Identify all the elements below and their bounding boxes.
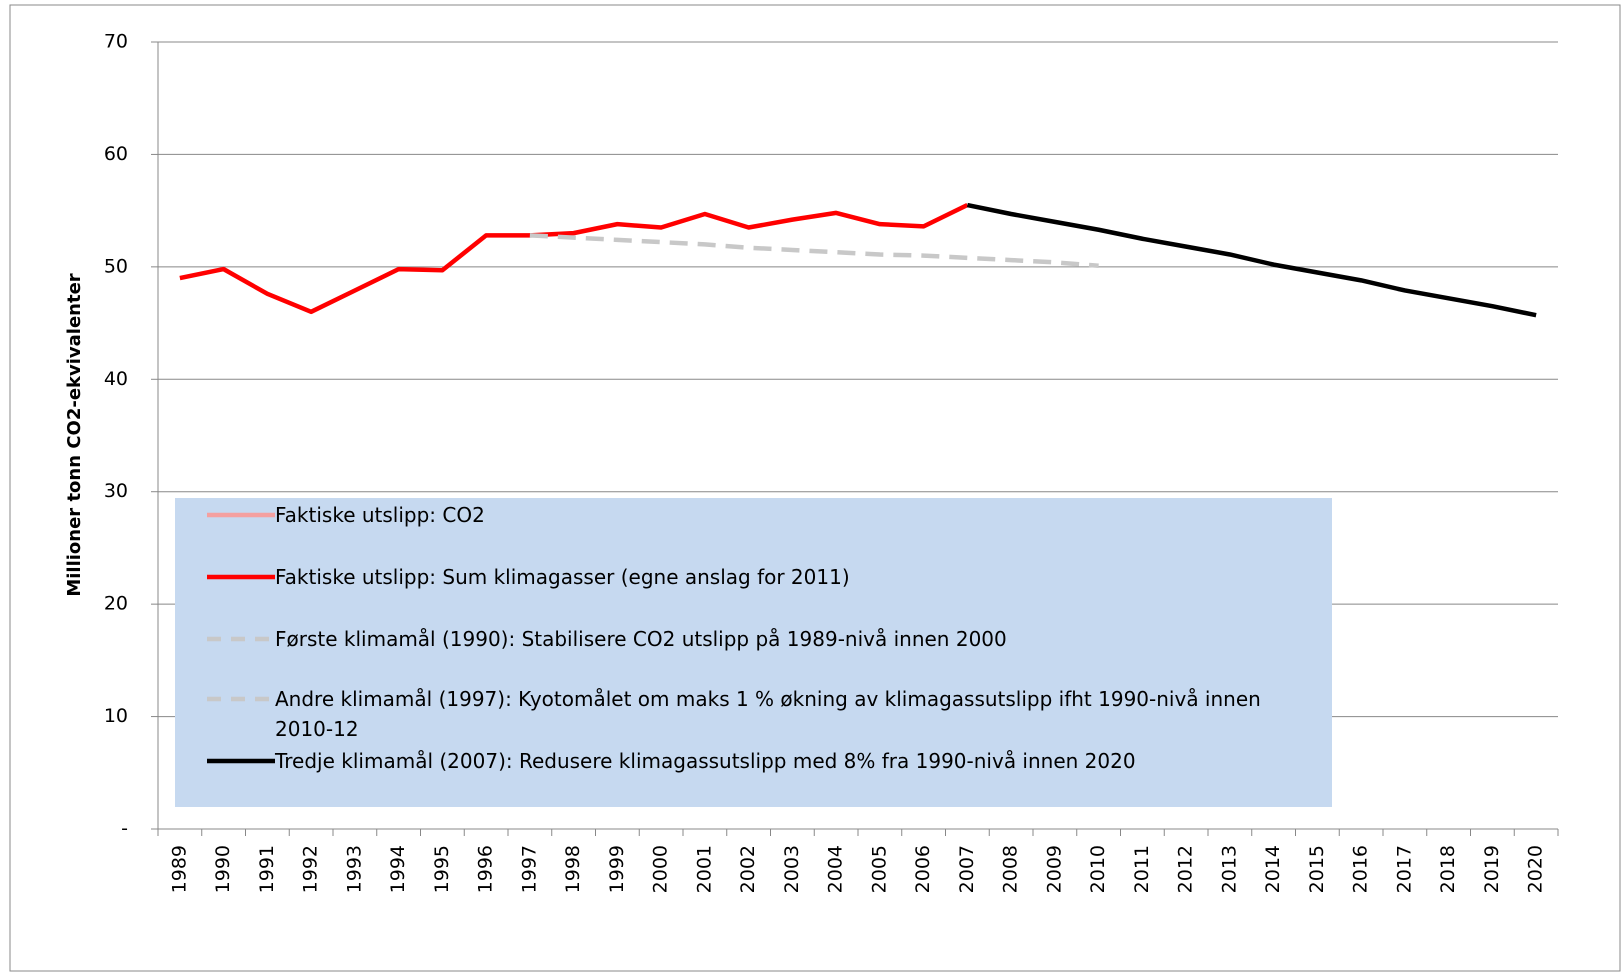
- x-tick-label: 1995: [431, 845, 453, 893]
- x-tick-label: 2004: [825, 845, 847, 893]
- legend-label: Andre klimamål (1997): Kyotomålet om mak…: [275, 687, 1261, 741]
- x-tick-label: 2012: [1175, 845, 1197, 893]
- x-tick-label: 2006: [912, 845, 934, 893]
- x-tick-label: 2017: [1393, 845, 1415, 893]
- legend-entry: Andre klimamål (1997): Kyotomålet om mak…: [207, 684, 1317, 744]
- legend-entry: Tredje klimamål (2007): Redusere klimaga…: [207, 746, 1317, 776]
- legend-entry: Faktiske utslipp: CO2: [207, 500, 1317, 530]
- y-tick-label: 10: [104, 705, 128, 727]
- x-tick-label: 2010: [1087, 845, 1109, 893]
- y-tick-label: 20: [104, 593, 128, 615]
- x-tick-label: 2013: [1218, 845, 1240, 893]
- legend-swatch: [207, 746, 275, 776]
- x-tick-label: 1990: [212, 845, 234, 893]
- y-tick-label: -: [121, 818, 128, 840]
- y-axis-label: Millioner tonn CO2-ekvivalenter: [64, 273, 85, 596]
- x-tick-label: 2014: [1262, 845, 1284, 893]
- y-tick-label: 40: [104, 368, 128, 390]
- x-tick-label: 1993: [343, 845, 365, 893]
- series-line: [966, 202, 1537, 318]
- x-tick-label: 2019: [1481, 845, 1503, 893]
- x-tick-label: 2018: [1437, 845, 1459, 893]
- x-tick-label: 1992: [300, 845, 322, 893]
- legend-label: Faktiske utslipp: CO2: [275, 503, 485, 527]
- x-tick-label: 1998: [562, 845, 584, 893]
- legend: Faktiske utslipp: CO2 Faktiske utslipp: S…: [175, 498, 1332, 807]
- legend-entry: Første klimamål (1990): Stabilisere CO2 …: [207, 624, 1317, 654]
- legend-label: Første klimamål (1990): Stabilisere CO2 …: [275, 627, 1007, 651]
- legend-label: Faktiske utslipp: Sum klimagasser (egne …: [275, 565, 850, 589]
- x-tick-label: 2003: [781, 845, 803, 893]
- legend-entry: Faktiske utslipp: Sum klimagasser (egne …: [207, 562, 1317, 592]
- x-tick-label: 2015: [1306, 845, 1328, 893]
- x-tick-label: 2007: [956, 845, 978, 893]
- x-tick-label: 2001: [693, 845, 715, 893]
- x-tick-label: 2016: [1350, 845, 1372, 893]
- y-tick-label: 60: [104, 143, 128, 165]
- x-tick-label: 1996: [475, 845, 497, 893]
- legend-swatch: [207, 624, 275, 654]
- y-tick-label: 30: [104, 480, 128, 502]
- x-tick-label: 2002: [737, 845, 759, 893]
- legend-swatch: [207, 684, 275, 714]
- x-tick-label: 2008: [1000, 845, 1022, 893]
- y-tick-label: 70: [104, 31, 128, 53]
- series-line: [529, 233, 1099, 268]
- x-tick-label: 1999: [606, 845, 628, 893]
- x-tick-label: 1991: [256, 845, 278, 893]
- x-tick-label: 2011: [1131, 845, 1153, 893]
- x-tick-label: 2020: [1525, 845, 1547, 893]
- y-tick-label: 50: [104, 255, 128, 277]
- x-tick-label: 1989: [168, 845, 190, 893]
- x-tick-label: 1997: [518, 845, 540, 893]
- series-line: [179, 202, 969, 315]
- legend-label: Tredje klimamål (2007): Redusere klimaga…: [275, 749, 1136, 773]
- legend-swatch: [207, 500, 275, 530]
- x-tick-label: 1994: [387, 845, 409, 893]
- legend-swatch: [207, 562, 275, 592]
- x-tick-label: 2000: [650, 845, 672, 893]
- frame: [9, 4, 1621, 972]
- x-tick-label: 2005: [868, 845, 890, 893]
- x-tick-label: 2009: [1043, 845, 1065, 893]
